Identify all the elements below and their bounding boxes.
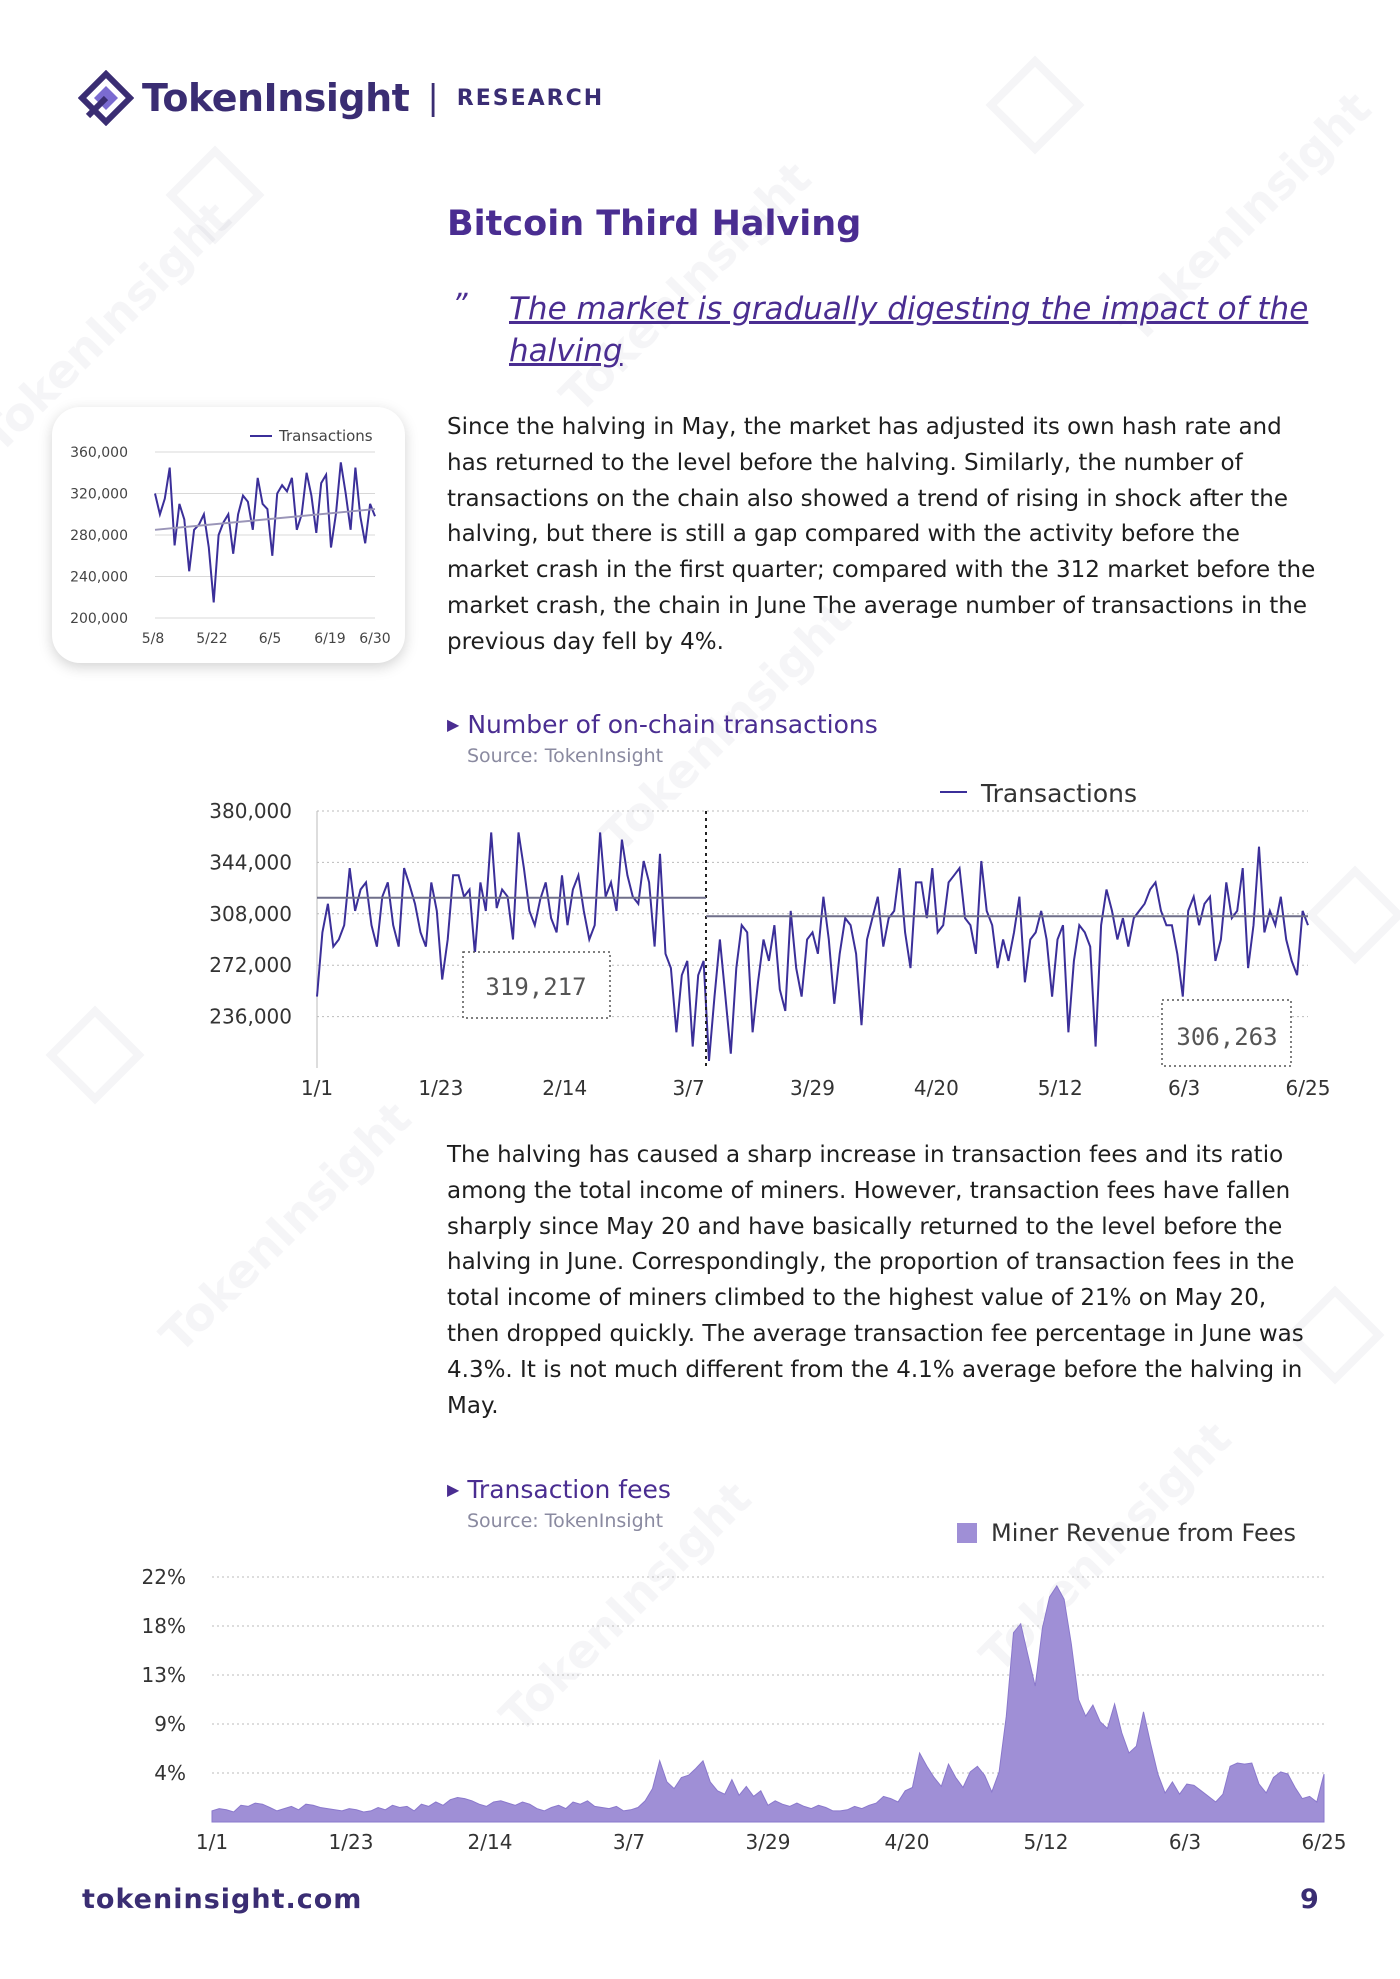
x-tick-label: 1/23 — [418, 1076, 463, 1100]
series-area — [211, 1584, 1325, 1823]
watermark-logo-icon — [1305, 865, 1400, 965]
series-line — [316, 832, 1309, 1061]
x-tick-label: 3/29 — [790, 1076, 835, 1100]
y-tick-label: 344,000 — [209, 850, 292, 874]
section-heading-text: Transaction fees — [467, 1475, 671, 1504]
x-tick-label: 6/25 — [1286, 1076, 1331, 1100]
x-tick-label: 5/12 — [1038, 1076, 1083, 1100]
x-tick-label: 1/1 — [301, 1076, 333, 1100]
annotation-label: 306,263 — [1176, 1023, 1277, 1051]
annotation-box — [1161, 999, 1292, 1067]
legend-label: Transactions — [980, 779, 1137, 808]
watermark-text: TokenInsight — [149, 1090, 422, 1364]
x-tick-label: 4/20 — [885, 1830, 930, 1854]
brand-name: TokenInsight — [142, 76, 410, 120]
watermark-logo-icon — [165, 145, 265, 245]
source-label: Source: TokenInsight — [467, 1510, 664, 1532]
tokeninsight-logo-icon — [78, 70, 134, 126]
x-tick-label: 3/7 — [673, 1076, 705, 1100]
x-tick-label: 6/3 — [1168, 1076, 1200, 1100]
y-tick-label: 380,000 — [209, 799, 292, 823]
x-tick-label: 3/29 — [746, 1830, 791, 1854]
watermark-text: TokenInsight — [549, 150, 822, 424]
paragraph-2: The halving has caused a sharp increase … — [447, 1142, 1304, 1419]
x-tick-label: 2/14 — [468, 1830, 513, 1854]
x-tick-label: 2/14 — [542, 1076, 587, 1100]
watermark-logo-icon — [985, 55, 1085, 155]
quote-mark: ” — [452, 288, 468, 323]
watermark-logo-icon — [45, 1005, 145, 1105]
caret-right-icon: ▶ — [447, 1480, 460, 1499]
y-tick-label: 4% — [154, 1761, 186, 1785]
x-tick-label: 1/1 — [196, 1830, 228, 1854]
caret-right-icon: ▶ — [447, 715, 460, 734]
page-header: TokenInsight | RESEARCH — [78, 70, 604, 126]
section-label: RESEARCH — [456, 85, 605, 111]
y-tick-label: 236,000 — [209, 1005, 292, 1029]
y-tick-label: 13% — [142, 1663, 186, 1687]
y-tick-label: 22% — [142, 1565, 186, 1589]
y-tick-label: 9% — [154, 1712, 186, 1736]
page-title: Bitcoin Third Halving — [447, 204, 862, 244]
x-tick-label: 5/12 — [1024, 1830, 1069, 1854]
small-chart-card — [52, 407, 405, 663]
paragraph-1: Since the halving in May, the market has… — [447, 414, 1316, 655]
x-tick-label: 1/23 — [329, 1830, 374, 1854]
section-heading-transactions: ▶ Number of on-chain transactions — [447, 710, 878, 739]
x-tick-label: 3/7 — [613, 1830, 645, 1854]
footer-url[interactable]: tokeninsight.com — [82, 1884, 363, 1915]
annotation-label: 319,217 — [485, 973, 586, 1001]
source-label: Source: TokenInsight — [467, 745, 664, 767]
y-tick-label: 308,000 — [209, 902, 292, 926]
section-heading-text: Number of on-chain transactions — [467, 710, 878, 739]
annotation-box — [462, 951, 611, 1019]
page-number: 9 — [1300, 1884, 1319, 1915]
pull-quote: The market is gradually digesting the im… — [509, 291, 1309, 369]
x-tick-label: 4/20 — [914, 1076, 959, 1100]
x-tick-label: 6/3 — [1169, 1830, 1201, 1854]
legend-swatch — [957, 1523, 977, 1543]
y-tick-label: 18% — [142, 1614, 186, 1638]
x-tick-label: 6/25 — [1302, 1830, 1347, 1854]
section-heading-fees: ▶ Transaction fees — [447, 1475, 671, 1504]
header-separator: | — [427, 78, 439, 118]
y-tick-label: 272,000 — [209, 953, 292, 977]
legend-label: Miner Revenue from Fees — [991, 1519, 1296, 1547]
watermark-text: TokenInsight — [969, 1410, 1242, 1684]
